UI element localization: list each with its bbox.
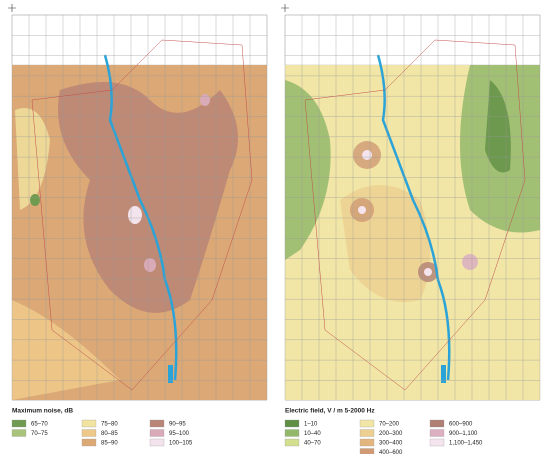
legend-label: 70–200 (379, 421, 400, 427)
lake (168, 365, 173, 383)
legend-swatch (81, 419, 97, 428)
legend-swatch (11, 429, 27, 437)
noise-spot (144, 258, 156, 272)
legend-swatch (284, 429, 300, 437)
legend-swatch (81, 429, 97, 437)
legend-swatch (359, 448, 375, 454)
legend-label: 70–75 (31, 431, 48, 437)
field-spot (358, 206, 366, 214)
field-spot (462, 254, 478, 270)
legend-swatch (284, 419, 300, 428)
legend-swatch (149, 429, 165, 437)
legend-label: 10–40 (304, 431, 321, 437)
legend-label: 900–1,100 (449, 431, 478, 437)
legend-label: 1,100–1,450 (449, 440, 483, 446)
legend-title: Electric field, V / m 5-2000 Hz (285, 408, 375, 415)
legends: Maximum noise, dB 65–70 70–75 75–80 80–85 85–… (11, 408, 483, 454)
legend-label: 300–400 (379, 440, 403, 446)
legend-swatch (149, 419, 165, 428)
legend-label: 65–70 (31, 421, 48, 427)
boundary (304, 39, 526, 391)
legend-swatch (359, 419, 375, 428)
grid (8, 4, 268, 401)
river (103, 54, 178, 381)
map-top (284, 14, 541, 66)
legend-swatch (429, 419, 445, 428)
noise-zone (15, 108, 50, 210)
legend-label: 80–85 (101, 431, 118, 437)
legend-swatch (81, 438, 97, 447)
legend-label: 1–10 (304, 421, 318, 427)
noise-zone (12, 300, 120, 400)
river (376, 54, 451, 381)
legend-swatch (359, 429, 375, 437)
noise-map (8, 4, 268, 401)
lake (441, 365, 446, 383)
field-spot (362, 150, 372, 160)
legend-label: 75–80 (101, 421, 118, 427)
field-zone (485, 80, 511, 173)
compass (8, 4, 16, 12)
field-zone (285, 80, 331, 260)
compass (281, 4, 289, 12)
legend-label: 85–90 (101, 440, 118, 446)
noise-spot (200, 94, 210, 106)
legend-swatch (359, 438, 375, 447)
noise-spot (128, 206, 142, 224)
legend-label: 90–95 (169, 421, 186, 427)
legend-label: 600–900 (449, 421, 473, 427)
field-map (281, 4, 541, 401)
legend-label: 95–100 (169, 431, 190, 437)
legend-swatch (11, 419, 27, 428)
boundary (31, 39, 253, 391)
legend-swatch (284, 438, 300, 447)
legend-swatch (429, 429, 445, 437)
legend-swatch (429, 438, 445, 447)
legend-label: 200–300 (379, 431, 403, 437)
noise-spot (30, 194, 40, 206)
legend-label: 400–600 (379, 450, 403, 454)
legend-label: 100–105 (169, 440, 193, 446)
grid (281, 4, 541, 401)
legend-swatch (149, 438, 165, 447)
map-top (11, 14, 268, 66)
field-spot (424, 268, 432, 276)
legend-label: 40–70 (304, 440, 321, 446)
legend-title: Maximum noise, dB (12, 408, 73, 415)
